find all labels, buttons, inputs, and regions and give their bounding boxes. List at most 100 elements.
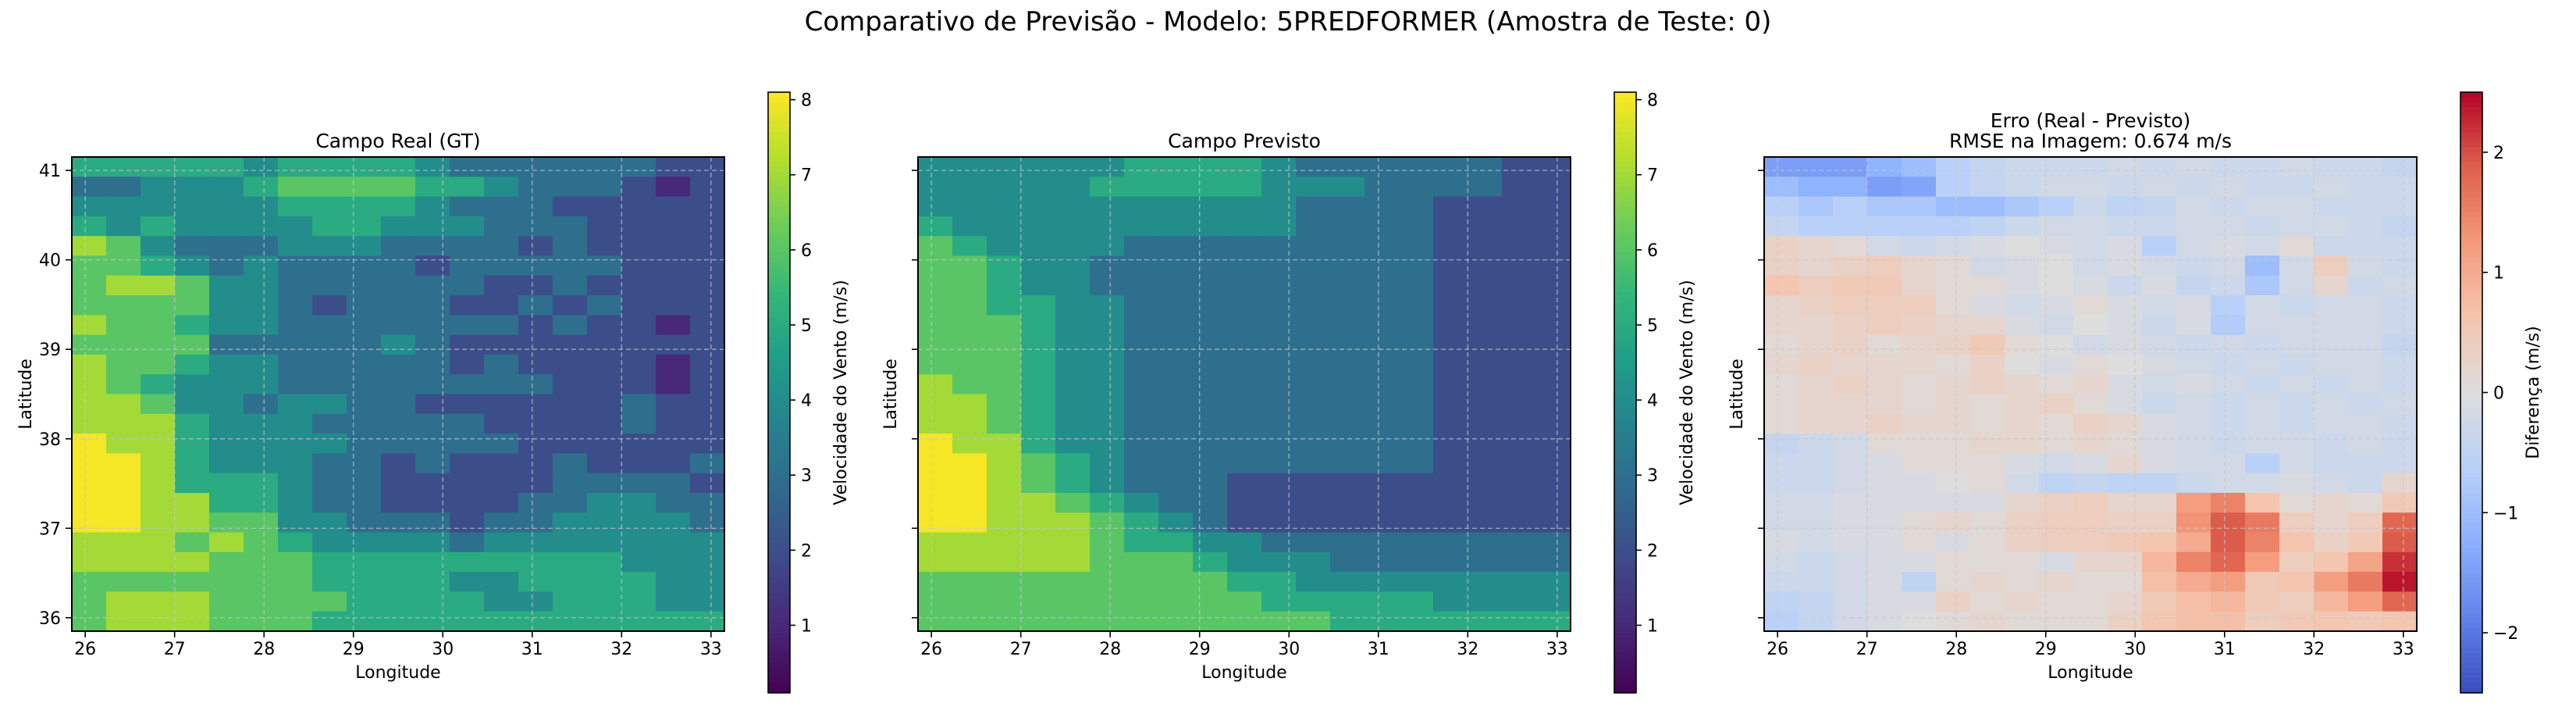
heatmap-cell (2073, 512, 2108, 533)
heatmap-cell (2279, 551, 2314, 573)
heatmap-cell (656, 453, 691, 474)
colorbar-step (2460, 202, 2482, 208)
heatmap-cell (2245, 216, 2280, 237)
heatmap-cell (553, 354, 588, 375)
heatmap-cell (1364, 591, 1400, 612)
heatmap-cell (347, 394, 382, 415)
colorbar-step (768, 92, 790, 98)
colorbar-step (2460, 482, 2482, 488)
heatmap-cell (1399, 591, 1434, 612)
heatmap-cell (587, 551, 622, 573)
heatmap-cell (2005, 413, 2040, 434)
colorbar-step (1614, 658, 1636, 664)
heatmap-cell (175, 275, 210, 296)
colorbar-step (1614, 167, 1636, 173)
colorbar-step (1614, 637, 1636, 644)
colorbar-tick-label: 1 (801, 616, 812, 636)
heatmap-cell (918, 572, 953, 593)
colorbar-step (2460, 227, 2482, 234)
heatmap-cell (244, 157, 279, 177)
heatmap-cell (2176, 413, 2211, 434)
axes-frame (1763, 156, 2418, 632)
heatmap-cell (1021, 354, 1056, 375)
colorbar-step (768, 302, 790, 309)
heatmap-cell (415, 216, 450, 237)
heatmap-cell (1502, 157, 1537, 177)
panel-subtitle: RMSE na Imagem: 0.674 m/s (1949, 130, 2232, 152)
colorbar-step (768, 277, 790, 284)
heatmap-cell (656, 394, 691, 415)
colorbar-step (1614, 498, 1636, 504)
heatmap-cell (106, 334, 141, 355)
colorbar-step (768, 317, 790, 323)
heatmap-cell (2039, 196, 2074, 217)
heatmap-cell (2245, 512, 2280, 533)
heatmap-cell (244, 236, 279, 257)
heatmap-cell (1193, 216, 1228, 237)
heatmap-cell (1799, 492, 1834, 513)
heatmap-cell (1261, 611, 1297, 632)
heatmap-cell (2005, 177, 2040, 198)
heatmap-cell (1764, 591, 1799, 612)
heatmap-cell (918, 177, 953, 198)
heatmap-cell (2073, 255, 2108, 277)
colorbar-step (768, 412, 790, 419)
heatmap-cell (347, 434, 382, 454)
heatmap-cell (106, 492, 141, 513)
heatmap-cell (1399, 532, 1434, 553)
heatmap-cell (1158, 591, 1194, 612)
heatmap-cell (72, 196, 107, 217)
heatmap-cell (952, 394, 987, 415)
heatmap-cell (415, 572, 450, 593)
x-tick-label: 31 (2214, 640, 2236, 659)
colorbar-step (2460, 137, 2482, 143)
heatmap-cell (1090, 591, 1125, 612)
heatmap-cell (244, 572, 279, 593)
heatmap-cell (1536, 295, 1571, 316)
colorbar-step (2460, 132, 2482, 138)
heatmap-cell (2314, 216, 2349, 237)
heatmap-cell (1261, 572, 1297, 593)
colorbar-step (1614, 608, 1636, 614)
heatmap-cell (141, 492, 176, 513)
heatmap-cell (656, 354, 691, 375)
heatmap-cell (518, 551, 553, 573)
heatmap-cell (2039, 216, 2074, 237)
heatmap-cell (278, 611, 313, 632)
heatmap-cell (1833, 591, 1868, 612)
colorbar-label: Velocidade do Vento (m/s) (831, 280, 851, 505)
heatmap-cell (175, 216, 210, 237)
colorbar-step (2460, 627, 2482, 633)
heatmap-cell (1970, 512, 2005, 533)
heatmap-cell (2279, 512, 2314, 533)
heatmap-cell (106, 177, 141, 198)
heatmap-cell (1502, 551, 1537, 573)
heatmap-cell (1124, 512, 1159, 533)
heatmap-cell (415, 275, 450, 296)
x-axis-label: Longitude (2048, 663, 2133, 683)
heatmap-cell (415, 434, 450, 454)
heatmap-cell (1468, 354, 1503, 375)
colorbar-step (2460, 237, 2482, 243)
colorbar-step (2460, 207, 2482, 213)
heatmap-cell (2073, 177, 2108, 198)
colorbar-step (768, 97, 790, 103)
heatmap-cell (690, 275, 725, 296)
colorbar-step (768, 577, 790, 583)
heatmap-cell (2245, 572, 2280, 593)
heatmap-cell (484, 177, 519, 198)
heatmap-cell (1124, 334, 1159, 355)
heatmap-cell (587, 413, 622, 434)
heatmap-cell (1296, 434, 1331, 454)
colorbar-step (2460, 257, 2482, 263)
heatmap-cell (1936, 413, 1971, 434)
heatmap-cell (587, 492, 622, 513)
heatmap-cell (1433, 532, 1468, 553)
heatmap-cell (141, 434, 176, 454)
heatmap-cell (278, 473, 313, 494)
heatmap-cell (2382, 611, 2418, 632)
heatmap-cell (1021, 492, 1056, 513)
heatmap-cell (1902, 394, 1937, 415)
heatmap-cell (518, 434, 553, 454)
heatmap-cell (209, 413, 244, 434)
